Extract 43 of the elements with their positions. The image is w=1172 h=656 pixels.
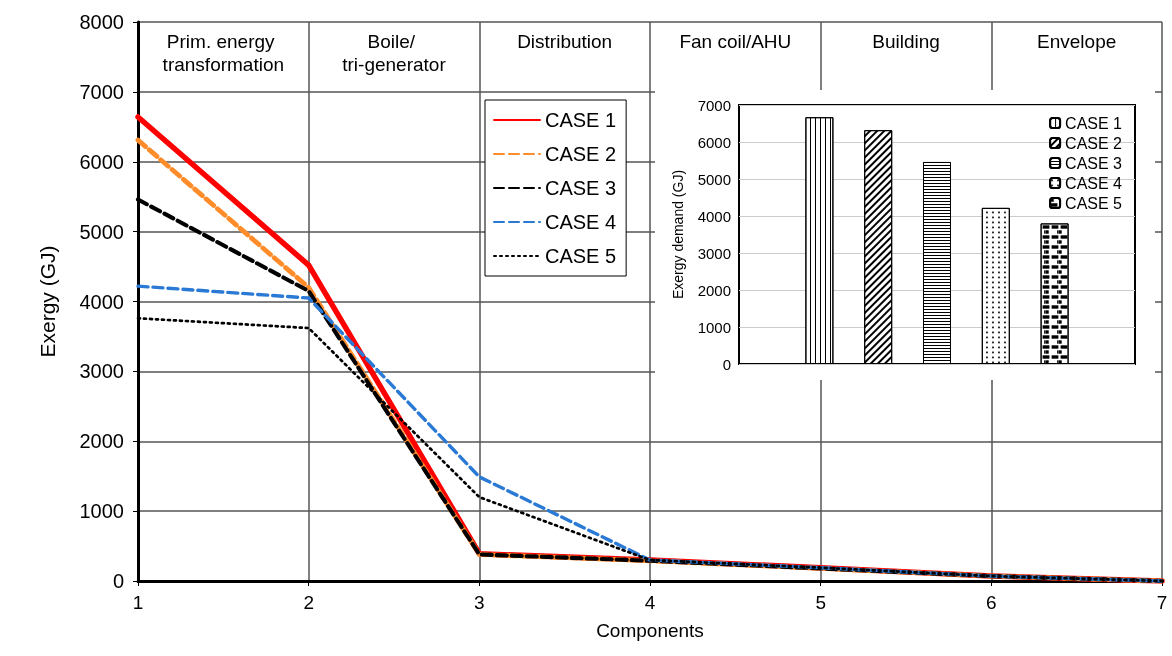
x-tick-label: 3 (474, 592, 485, 613)
x-tick-label: 7 (1156, 592, 1168, 613)
y-tick-label: 6000 (79, 150, 124, 173)
y-tick-label: 4000 (697, 207, 731, 225)
legend-label: CASE 3 (1065, 154, 1123, 172)
x-tick-label: 6 (986, 592, 997, 613)
y-tick-label: 0 (112, 570, 124, 592)
y-tick-label: 4000 (79, 290, 124, 313)
y-axis-title: Exergy (GJ) (36, 245, 59, 358)
legend-label: CASE 4 (1065, 174, 1123, 192)
y-tick-label: 5000 (79, 220, 124, 243)
legend-label: CASE 2 (1065, 134, 1123, 152)
y-tick-label: 7000 (697, 96, 731, 114)
annotation: Prim. energy transformation (162, 31, 285, 75)
annotation: Envelope (1037, 31, 1117, 52)
y-tick-label: 2000 (697, 281, 731, 299)
x-axis-title: Components (596, 620, 704, 641)
legend-label: CASE 1 (1065, 114, 1123, 132)
legend-label: CASE 4 (545, 211, 617, 233)
x-tick-label: 1 (132, 592, 144, 613)
x-tick-label: 4 (644, 592, 656, 613)
annotation: Boile/ tri-generator (342, 31, 447, 75)
y-tick-label: 5000 (697, 170, 731, 188)
legend-label: CASE 3 (545, 177, 617, 199)
y-tick-label: 2000 (79, 430, 124, 453)
legend-label: CASE 5 (1065, 194, 1123, 212)
y-tick-label: 8000 (79, 11, 124, 33)
annotation: Distribution (517, 31, 613, 52)
legend-label: CASE 1 (545, 109, 617, 131)
annotation: Fan coil/AHU (679, 31, 792, 52)
legend-label: CASE 2 (545, 143, 617, 165)
x-tick-label: 5 (815, 592, 826, 613)
y-tick-label: 1000 (79, 500, 124, 523)
y-axis-title: Exergy demand (GJ) (670, 169, 686, 300)
legend-label: CASE 5 (545, 245, 617, 267)
annotation: Building (872, 31, 940, 52)
y-tick-label: 3000 (79, 360, 124, 383)
x-tick-label: 2 (303, 592, 314, 613)
y-tick-label: 7000 (79, 80, 124, 103)
y-tick-label: 0 (722, 355, 731, 373)
y-tick-label: 3000 (697, 244, 731, 262)
y-tick-label: 1000 (697, 318, 731, 336)
y-tick-label: 6000 (697, 133, 731, 151)
